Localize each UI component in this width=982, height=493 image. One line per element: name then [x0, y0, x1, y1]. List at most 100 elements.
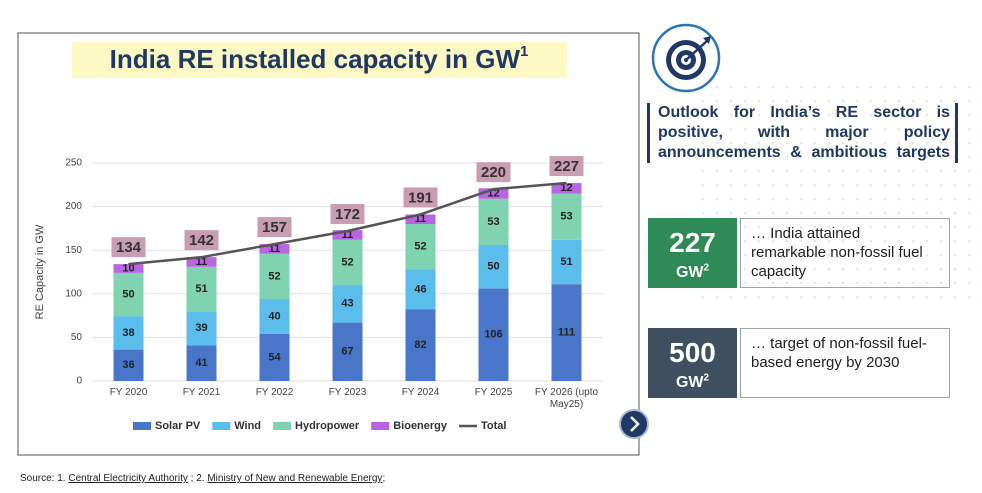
value-label: 53 — [487, 216, 499, 228]
source-text: ; 2. — [187, 473, 205, 484]
value-label: 82 — [414, 339, 426, 351]
value-label: 111 — [558, 327, 575, 339]
y-tick-label: 50 — [71, 332, 83, 343]
value-label: 67 — [341, 346, 353, 358]
bar-segment — [186, 257, 217, 267]
value-label: 11 — [415, 213, 427, 225]
kpi-box: 227 GW2 — [648, 218, 737, 288]
legend-swatch — [212, 422, 231, 430]
total-label: 220 — [481, 164, 506, 181]
value-label: 11 — [196, 256, 208, 268]
total-label: 134 — [116, 239, 142, 256]
value-label: 40 — [268, 310, 280, 322]
bar-segment — [478, 188, 509, 199]
total-label: 227 — [554, 158, 579, 175]
value-label: 39 — [195, 322, 207, 334]
unit-text: GW — [675, 374, 704, 392]
kpi-unit: GW2 — [675, 373, 710, 392]
source: Source: 1. Central Electricity Authority… — [20, 473, 385, 484]
bar-segment — [551, 183, 582, 194]
unit-note: 2 — [703, 373, 710, 384]
bar-segment — [478, 244, 509, 289]
value-label: 43 — [341, 298, 353, 310]
outlook-bar — [955, 103, 958, 163]
value-label: 54 — [268, 351, 281, 363]
total-label-box — [330, 204, 365, 225]
bar-segment — [405, 269, 436, 310]
bar-segment — [186, 266, 217, 312]
legend-swatch — [273, 422, 292, 430]
bar-segment — [551, 239, 582, 285]
bar-segment — [332, 285, 363, 323]
outlook-text: Outlook for India’s RE sector is positiv… — [658, 104, 950, 161]
source-text: ; — [382, 473, 386, 484]
value-label: 50 — [487, 261, 499, 273]
source-link[interactable]: Central Electricity Authority — [68, 473, 188, 484]
value-label: 36 — [122, 359, 134, 371]
title-note: 1 — [520, 43, 528, 60]
bar-segment — [405, 214, 436, 225]
x-tick-label: FY 2026 (upto May25) — [534, 387, 599, 410]
total-label-box — [549, 156, 584, 177]
value-label: 53 — [560, 211, 572, 223]
unit-text: GW — [675, 264, 704, 282]
bar-segment — [113, 272, 144, 317]
value-label: 106 — [484, 329, 502, 341]
value-label: 38 — [122, 327, 134, 339]
x-tick-label: FY 2021 — [182, 387, 221, 398]
outlook-bar — [647, 103, 650, 163]
total-label-box — [257, 217, 292, 238]
value-label: 51 — [560, 256, 572, 268]
bar-segment — [186, 311, 217, 346]
y-tick-label: 250 — [65, 158, 82, 169]
bar-segment — [259, 333, 290, 381]
bar-segment — [259, 253, 290, 300]
unit-note: 2 — [703, 263, 710, 274]
value-label: 10 — [122, 262, 134, 274]
bar-segment — [405, 224, 436, 270]
value-label: 51 — [195, 283, 207, 295]
bar-segment — [551, 284, 582, 381]
bar-segment — [332, 230, 363, 240]
bar-segment — [332, 239, 363, 286]
x-tick-label: FY 2023 — [328, 387, 367, 398]
y-axis-title: RE Capacity in GW — [34, 224, 46, 319]
legend-label: Solar PV — [155, 420, 201, 432]
value-label: 50 — [122, 289, 134, 301]
title-text: India RE installed capacity in GW — [110, 44, 521, 74]
total-label-box — [184, 230, 219, 251]
bar-segment — [259, 244, 290, 254]
legend-label: Total — [481, 420, 506, 432]
dot-pattern — [700, 80, 982, 310]
kpi-value: 500 — [669, 337, 716, 368]
source-text: Source: 1. — [20, 473, 66, 484]
value-label: 12 — [560, 182, 572, 194]
title-highlight — [72, 42, 567, 78]
value-label: 52 — [268, 270, 280, 282]
value-label: 52 — [414, 241, 426, 253]
legend-label: Hydropower — [295, 420, 360, 432]
legend-label: Bioenergy — [393, 420, 448, 432]
bar-segment — [332, 322, 363, 381]
bar-segment — [186, 345, 217, 381]
legend-swatch — [371, 422, 390, 430]
source-link[interactable]: Ministry of New and Renewable Energy — [207, 473, 383, 484]
bar-segment — [478, 288, 509, 381]
x-tick-label: FY 2020 — [109, 387, 148, 398]
next-button[interactable] — [619, 409, 649, 439]
bar-segment — [405, 309, 436, 381]
total-label: 142 — [189, 232, 214, 249]
legend-label: Wind — [234, 420, 261, 432]
total-label: 191 — [408, 189, 433, 206]
total-label-box — [403, 187, 438, 208]
value-label: 11 — [269, 243, 281, 255]
total-line — [128, 181, 567, 266]
bar-segment — [113, 349, 144, 381]
x-tick-label: FY 2022 — [255, 387, 294, 398]
y-tick-label: 200 — [65, 201, 82, 212]
value-label: 46 — [414, 283, 426, 295]
legend-swatch — [133, 422, 151, 430]
value-label: 41 — [195, 357, 207, 369]
